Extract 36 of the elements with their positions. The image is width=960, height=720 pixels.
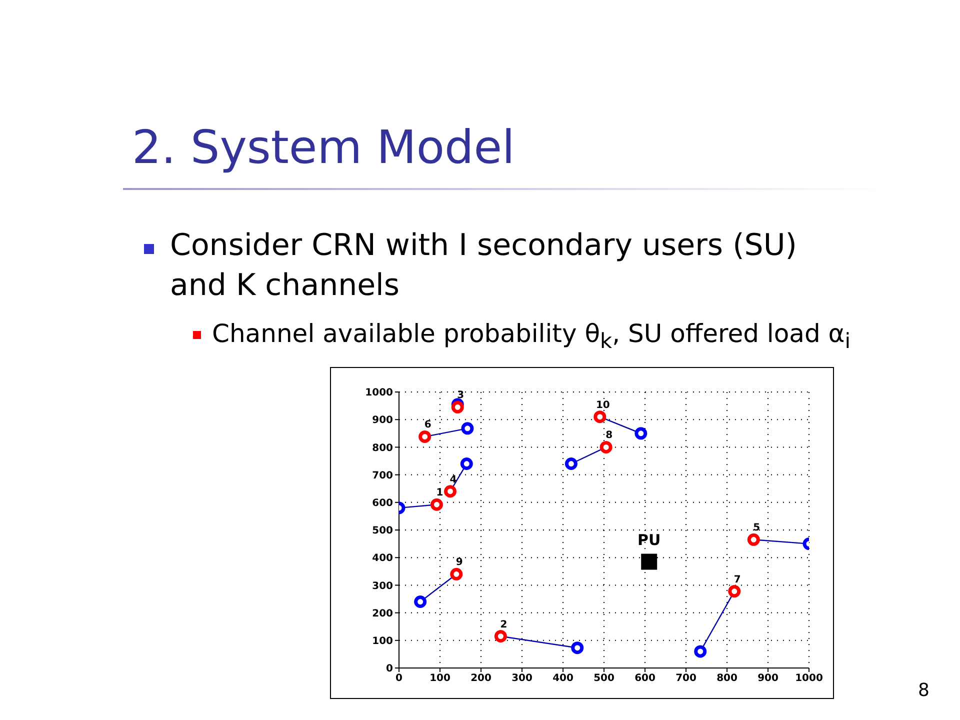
- x-tick-label: 900: [758, 673, 778, 684]
- y-tick-label: 300: [372, 580, 394, 592]
- text: Channel available probability θ$_{k}$, SU offered load α$_{i}$: [212, 318, 852, 355]
- annotation: 6: [424, 420, 432, 431]
- x-tick-label: 1000: [795, 673, 823, 684]
- y-tick-label: 0: [386, 664, 394, 675]
- x-tick-label: 500: [594, 673, 614, 684]
- y-tick-label: 700: [372, 470, 394, 482]
- annotation: 10: [596, 400, 610, 411]
- annotation: 4: [450, 474, 457, 486]
- annotation: 2: [500, 619, 508, 630]
- x-tick-label: 400: [552, 673, 574, 684]
- x-tick-label: 600: [634, 673, 656, 684]
- y-tick-label: 100: [372, 636, 394, 647]
- y-tick-label: 400: [372, 553, 394, 564]
- x-tick-label: 100: [430, 673, 450, 684]
- y-tick-label: 900: [372, 415, 394, 426]
- y-tick-label: 200: [372, 608, 394, 620]
- y-tick-label: 1000: [365, 388, 394, 399]
- text: Consider CRN with I secondary users (SU) and K channels: [170, 227, 798, 305]
- series-label: PU: [638, 531, 661, 550]
- y-tick-label: 600: [372, 498, 394, 509]
- x-tick-label: 700: [676, 673, 696, 684]
- x-tick-label: 800: [716, 673, 738, 684]
- x-tick-label: 200: [470, 673, 492, 684]
- annotation: 3: [457, 390, 464, 402]
- annotation: 9: [456, 557, 463, 568]
- annotation: 7: [734, 574, 741, 586]
- y-tick-label: 500: [372, 526, 394, 537]
- x-tick-label: 300: [512, 673, 532, 684]
- annotation: 5: [753, 522, 760, 534]
- x-tick-label: 0: [396, 673, 403, 684]
- chart-title: 2. System Model: [132, 120, 515, 174]
- y-tick-label: 800: [372, 442, 394, 454]
- annotation: 8: [606, 430, 613, 442]
- text: 8: [918, 680, 930, 701]
